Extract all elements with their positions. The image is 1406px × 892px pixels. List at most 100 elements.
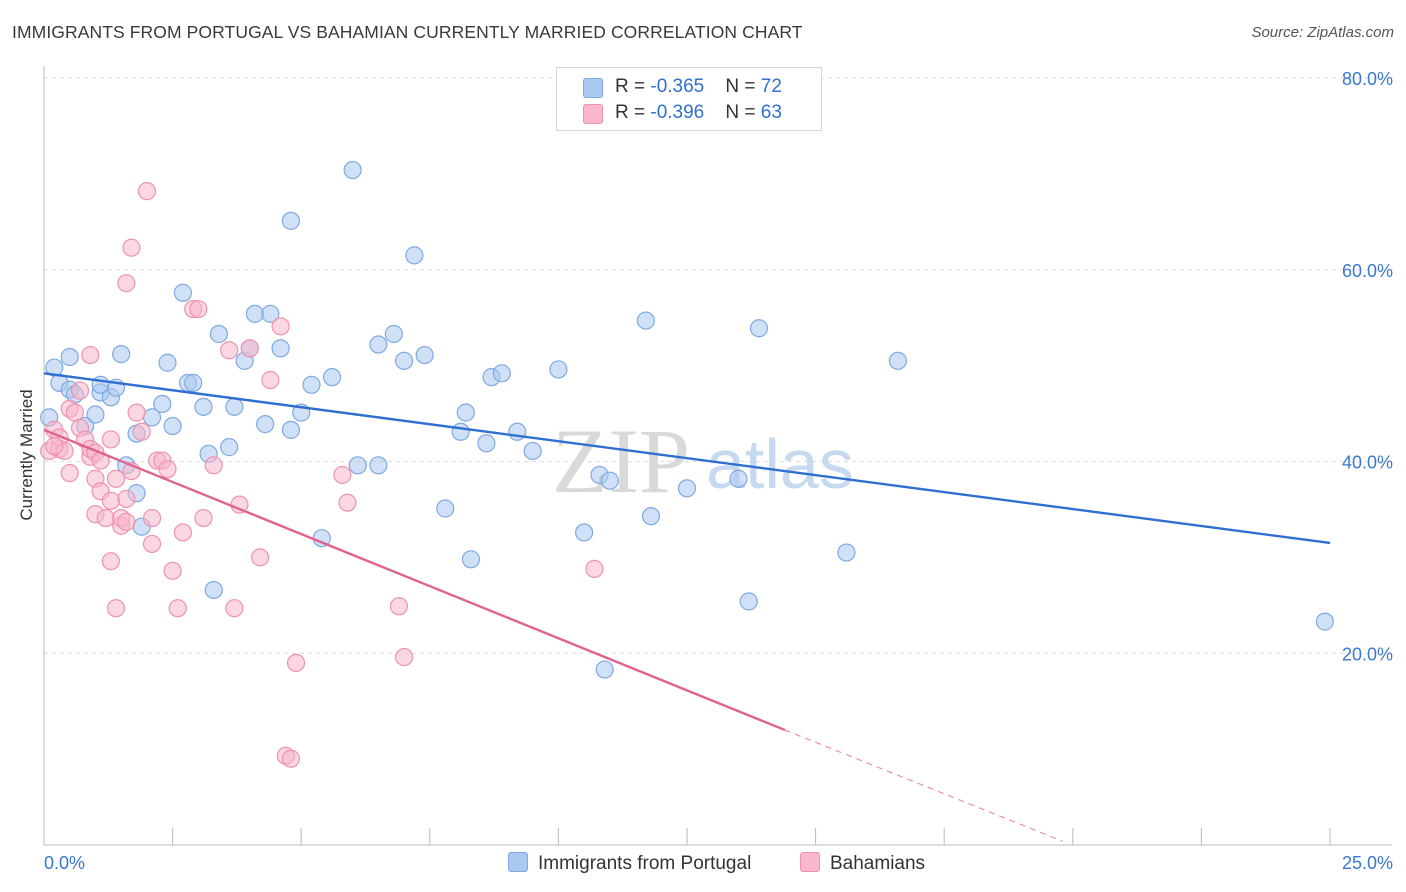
point-portugal	[220, 438, 239, 457]
point-bahamians	[220, 341, 239, 360]
chart-title: IMMIGRANTS FROM PORTUGAL VS BAHAMIAN CUR…	[12, 22, 803, 42]
y-tick-label: 40.0%	[1342, 453, 1393, 473]
point-portugal	[184, 373, 203, 392]
point-bahamians	[585, 559, 604, 578]
blue-swatch-icon	[583, 78, 603, 98]
watermark-zip: ZIP	[552, 410, 690, 512]
point-portugal	[302, 375, 321, 394]
point-bahamians	[389, 597, 409, 616]
point-portugal	[369, 335, 388, 354]
point-portugal	[492, 364, 511, 383]
point-bahamians	[338, 493, 357, 512]
point-portugal	[153, 394, 172, 414]
legend-label-portugal: Immigrants from Portugal	[538, 853, 752, 874]
legend-r-label: R =	[615, 76, 651, 97]
tick-labels: 20.0% 40.0% 60.0% 80.0% 0.0% 25.0%	[44, 69, 1393, 873]
legend-item-portugal[interactable]: Immigrants from Portugal	[508, 852, 751, 875]
point-bahamians	[281, 749, 301, 768]
point-portugal	[415, 345, 434, 365]
point-bahamians	[45, 437, 64, 456]
point-bahamians	[106, 599, 126, 618]
legend-item-bahamians[interactable]: Bahamians	[800, 852, 925, 875]
point-bahamians	[65, 403, 84, 422]
point-portugal	[888, 351, 908, 370]
point-portugal	[209, 324, 228, 344]
point-bahamians	[158, 460, 177, 479]
point-portugal	[261, 304, 280, 323]
point-portugal	[729, 469, 748, 488]
point-bahamians	[261, 370, 280, 390]
trend-extension-bahamians	[784, 729, 1063, 842]
pink-swatch-icon	[583, 104, 603, 124]
point-bahamians	[101, 491, 120, 510]
point-portugal	[451, 422, 470, 441]
point-bahamians	[137, 182, 156, 201]
point-portugal	[281, 420, 301, 439]
point-bahamians	[163, 561, 182, 580]
point-portugal	[456, 403, 475, 422]
legend-r-value: -0.396	[650, 102, 705, 123]
point-portugal	[322, 368, 342, 387]
legend-n-value: 72	[760, 76, 782, 97]
point-bahamians	[394, 647, 414, 667]
point-bahamians	[194, 508, 213, 528]
point-bahamians	[132, 422, 151, 441]
point-portugal	[245, 304, 265, 323]
point-bahamians	[204, 456, 223, 475]
point-bahamians	[271, 317, 290, 336]
point-portugal	[86, 405, 105, 424]
point-portugal	[158, 353, 177, 372]
y-tick-label: 60.0%	[1342, 261, 1393, 281]
point-portugal	[60, 347, 79, 367]
point-portugal	[549, 360, 568, 379]
point-bahamians	[240, 339, 259, 358]
point-portugal	[461, 550, 481, 569]
point-bahamians	[168, 599, 187, 618]
point-bahamians	[70, 381, 90, 400]
point-portugal	[384, 324, 403, 344]
y-axis-label: Currently Married	[17, 389, 36, 520]
point-bahamians	[225, 599, 244, 618]
point-portugal	[837, 543, 856, 562]
point-portugal	[256, 415, 275, 434]
point-portugal	[194, 397, 213, 416]
trend-line-portugal	[43, 372, 1331, 545]
point-bahamians	[333, 465, 352, 485]
legend-n-label: N =	[725, 102, 761, 123]
point-portugal	[749, 319, 769, 338]
point-portugal	[436, 499, 455, 518]
point-bahamians	[142, 508, 162, 528]
pink-swatch-icon	[800, 852, 820, 872]
point-portugal	[173, 283, 192, 302]
point-portugal	[394, 351, 414, 370]
point-portugal	[348, 456, 367, 475]
point-bahamians	[127, 403, 146, 422]
point-portugal	[204, 580, 223, 600]
point-portugal	[739, 592, 758, 611]
x-tick-label: 25.0%	[1342, 853, 1393, 873]
point-portugal	[163, 416, 182, 436]
point-bahamians	[286, 653, 306, 672]
point-portugal	[281, 211, 301, 230]
point-bahamians	[96, 508, 115, 528]
point-portugal	[405, 246, 424, 265]
legend-n-label: N =	[725, 76, 761, 97]
point-portugal	[343, 160, 362, 180]
point-portugal	[112, 345, 131, 364]
point-bahamians	[106, 469, 126, 488]
trend-line-bahamians	[43, 428, 786, 732]
point-portugal	[595, 660, 614, 679]
point-bahamians	[117, 489, 136, 508]
point-portugal	[369, 456, 388, 475]
point-bahamians	[117, 512, 136, 532]
source-credit: Source: ZipAtlas.com	[1251, 24, 1394, 41]
point-portugal	[636, 311, 655, 330]
point-bahamians	[142, 534, 162, 554]
point-portugal	[641, 507, 661, 526]
watermark: ZIP atlas	[552, 410, 854, 512]
point-bahamians	[81, 345, 100, 365]
point-portugal	[225, 397, 244, 416]
point-bahamians	[117, 274, 136, 293]
point-bahamians	[189, 299, 208, 319]
